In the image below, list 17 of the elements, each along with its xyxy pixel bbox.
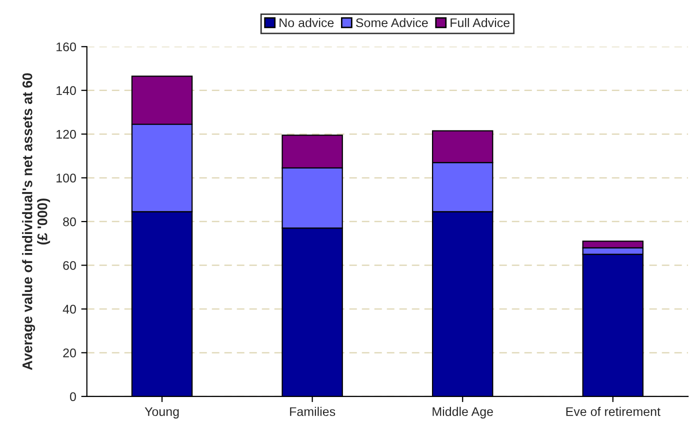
y-tick-label: 40 xyxy=(62,304,76,314)
y-tick-label: 140 xyxy=(56,86,76,96)
legend-label: Full Advice xyxy=(450,18,510,28)
x-tick-label: Young xyxy=(144,407,179,419)
y-tick-label: 20 xyxy=(63,348,76,358)
x-tick-label: Eve of retirement xyxy=(566,406,660,416)
x-tick-label: Middle Age xyxy=(432,406,493,419)
y-tick-label: 0 xyxy=(70,392,76,402)
y-tick-label: 120 xyxy=(56,130,76,139)
y-axis-title: Average value of individual's net assets at 60 (£ '000) xyxy=(22,73,50,370)
y-tick-label: 160 xyxy=(56,42,76,52)
x-tick-label: Families xyxy=(290,406,336,416)
y-tick-label: 80 xyxy=(63,217,76,226)
legend-label: Some Advice xyxy=(356,18,428,28)
y-tick-label: 60 xyxy=(63,261,76,270)
y-tick-label: 100 xyxy=(56,174,76,182)
legend-label: No advice xyxy=(280,18,334,28)
